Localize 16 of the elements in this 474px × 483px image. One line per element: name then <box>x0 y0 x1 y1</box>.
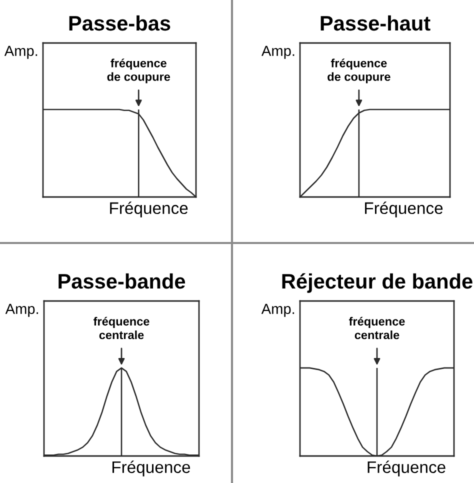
chart-title: Passe-bande <box>58 273 186 289</box>
x-axis-title: Fréquence <box>365 202 443 218</box>
x-axis-title: Fréquence <box>110 202 188 218</box>
chart-title: Passe-haut <box>320 15 430 31</box>
chart-title: Passe-bas <box>69 15 170 31</box>
x-axis-title: Fréquence <box>368 460 446 476</box>
text: fréquence centrale <box>348 316 405 340</box>
y-axis-title: Amp. <box>4 46 38 59</box>
annotation: fréquence de coupure <box>107 58 170 84</box>
y-axis-title: Amp. <box>5 304 38 317</box>
chart-title: Réjecteur de bande <box>282 273 472 293</box>
x-axis-title: Fréquence <box>112 460 190 476</box>
annotation: fréquence de coupure <box>328 58 390 84</box>
y-axis-title: Amp. <box>261 46 294 59</box>
y-axis-title: Amp. <box>261 304 294 317</box>
annotation: fréquence centrale <box>93 316 150 340</box>
